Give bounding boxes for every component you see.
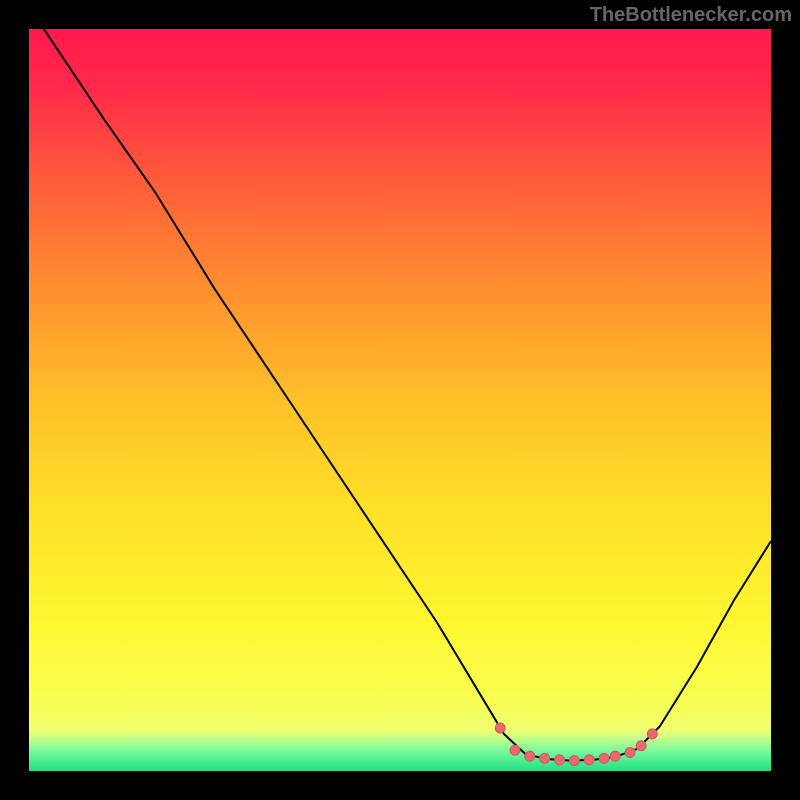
curve-marker [647,729,657,739]
curve-marker [510,745,520,755]
curve-marker [540,753,550,763]
curve-marker [599,753,609,763]
curve-marker [525,751,535,761]
chart-frame: TheBottlenecker.com [0,0,800,800]
curve-marker [610,751,620,761]
watermark-text: TheBottlenecker.com [590,4,792,27]
curve-marker [569,756,579,766]
curve-marker [636,741,646,751]
bottleneck-curve [29,29,771,771]
plot-area [29,29,771,771]
curve-marker [495,723,505,733]
curve-marker [555,755,565,765]
curve-marker [584,755,594,765]
curve-marker [625,747,635,757]
